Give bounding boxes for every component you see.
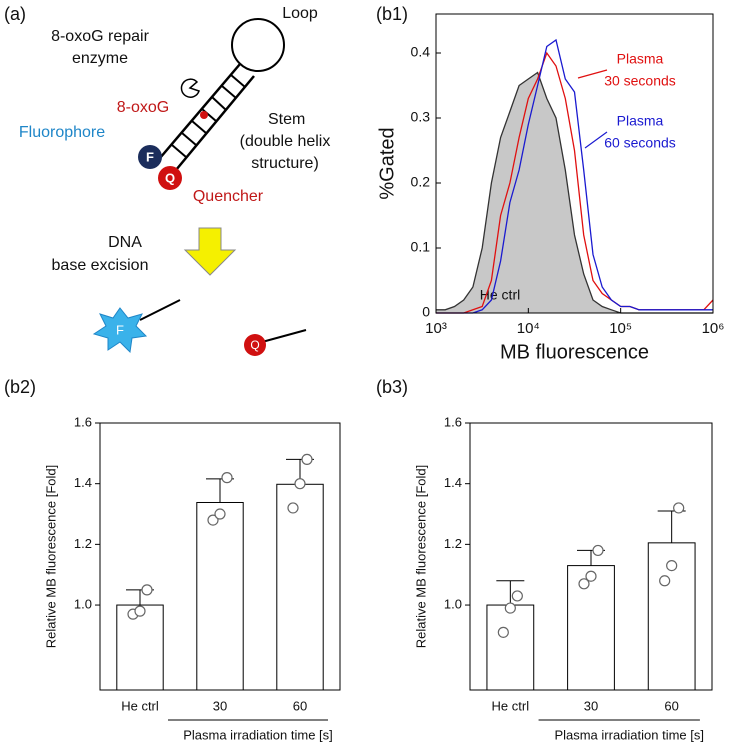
- bar: [567, 565, 615, 691]
- data-point: [287, 502, 299, 514]
- released-fluorophore: [92, 307, 148, 354]
- x-axis-label: Plasma irradiation time [s]: [183, 727, 333, 742]
- data-point: [659, 575, 671, 587]
- series-label: He ctrl: [480, 287, 520, 303]
- arrow: [183, 227, 237, 276]
- panel-label: (b2): [4, 377, 36, 397]
- data-point: [511, 590, 523, 602]
- x-tick-label: 60: [293, 698, 307, 713]
- panel-label: (b3): [376, 377, 408, 397]
- fluorophore-symbol: F: [146, 149, 154, 164]
- x-tick-label: 30: [584, 698, 598, 713]
- strand: [175, 75, 255, 171]
- y-tick-label: 1.0: [444, 596, 462, 611]
- data-point: [214, 508, 226, 520]
- series-label: Plasma: [617, 51, 664, 67]
- quencher-symbol: Q: [250, 338, 259, 352]
- loop: [231, 18, 285, 72]
- error-bar: [496, 580, 525, 606]
- data-point: [666, 560, 678, 572]
- bar: [116, 604, 164, 691]
- label-pointer: [577, 69, 608, 79]
- panel-label: (a): [4, 4, 26, 24]
- lesion: [200, 111, 208, 119]
- y-tick-label: 1.4: [74, 475, 92, 490]
- area: [436, 72, 713, 313]
- diagram: (a) 8-oxoG repair enzyme Loop 8-oxoG Ste…: [4, 4, 330, 356]
- stem-label: Stem: [268, 111, 305, 128]
- data-point: [673, 502, 685, 514]
- stem-label: (double helix: [240, 133, 331, 150]
- quencher: [244, 334, 266, 356]
- loop-label: Loop: [282, 5, 318, 22]
- bar: [486, 604, 535, 691]
- base-pairs: [171, 74, 246, 158]
- panel-label: (b1): [376, 4, 408, 24]
- x-tick-label: He ctrl: [492, 698, 530, 713]
- y-tick-label: 0.3: [411, 109, 431, 125]
- y-axis-label: %Gated: [376, 127, 398, 199]
- data-point: [504, 602, 516, 614]
- data-point: [294, 478, 306, 490]
- data-point: [141, 584, 153, 596]
- bar: [196, 501, 244, 691]
- y-tick-label: 0.4: [411, 44, 431, 60]
- stem-label: structure): [251, 155, 319, 172]
- strand-fragment: [261, 329, 307, 343]
- data-point: [134, 605, 146, 617]
- y-tick-label: 1.2: [74, 536, 92, 551]
- y-tick-label: 1.2: [444, 536, 462, 551]
- plot-frame: [435, 13, 714, 314]
- y-axis-label: Relative MB fluorescence [Fold]: [43, 465, 58, 649]
- enzyme-label: enzyme: [72, 50, 128, 67]
- fluorophore: [138, 145, 162, 169]
- fluorophore-symbol: F: [116, 322, 124, 337]
- lesion-label: 8-oxoG: [117, 99, 169, 116]
- data-point: [221, 472, 233, 484]
- enzyme-label: 8-oxoG repair: [51, 28, 149, 45]
- y-tick-label: 1.0: [74, 596, 92, 611]
- y-tick-label: 0.1: [411, 239, 431, 255]
- series-line: [436, 38, 713, 314]
- data-point: [585, 570, 597, 582]
- x-tick-label: 10³: [425, 320, 447, 337]
- strand: [159, 63, 241, 159]
- x-tick-label: 10⁴: [517, 320, 540, 337]
- data-point: [497, 626, 509, 638]
- quencher-symbol: Q: [165, 170, 175, 185]
- fluorophore-label: Fluorophore: [19, 124, 105, 141]
- data-point: [207, 514, 219, 526]
- excision-label: DNA: [108, 234, 142, 251]
- x-tick-label: 10⁶: [702, 320, 725, 337]
- y-tick-label: 0.2: [411, 174, 431, 190]
- series-label: 30 seconds: [604, 73, 676, 89]
- bar: [276, 483, 324, 691]
- label-pointer: [584, 131, 608, 149]
- x-axis-label: MB fluorescence: [500, 341, 649, 363]
- error-bar: [657, 510, 686, 543]
- data-point: [301, 453, 313, 466]
- excision-label: base excision: [52, 257, 149, 274]
- quencher-label: Quencher: [193, 188, 264, 205]
- y-axis-label: Relative MB fluorescence [Fold]: [413, 465, 428, 649]
- series-label: Plasma: [617, 113, 664, 129]
- strand-fragment: [139, 299, 181, 321]
- y-tick-label: 0: [422, 304, 430, 320]
- y-tick-label: 1.6: [74, 414, 92, 429]
- quencher: [158, 166, 182, 190]
- y-tick-label: 1.4: [444, 475, 462, 490]
- enzyme: [180, 78, 200, 98]
- x-tick-label: 60: [664, 698, 678, 713]
- x-tick-label: 10⁵: [609, 320, 632, 337]
- x-tick-label: 30: [213, 698, 227, 713]
- series-label: 60 seconds: [604, 135, 676, 151]
- y-tick-label: 1.6: [444, 414, 462, 429]
- x-tick-label: He ctrl: [121, 698, 159, 713]
- data-point: [578, 578, 590, 590]
- data-point: [592, 544, 604, 557]
- x-axis-label: Plasma irradiation time [s]: [554, 727, 704, 742]
